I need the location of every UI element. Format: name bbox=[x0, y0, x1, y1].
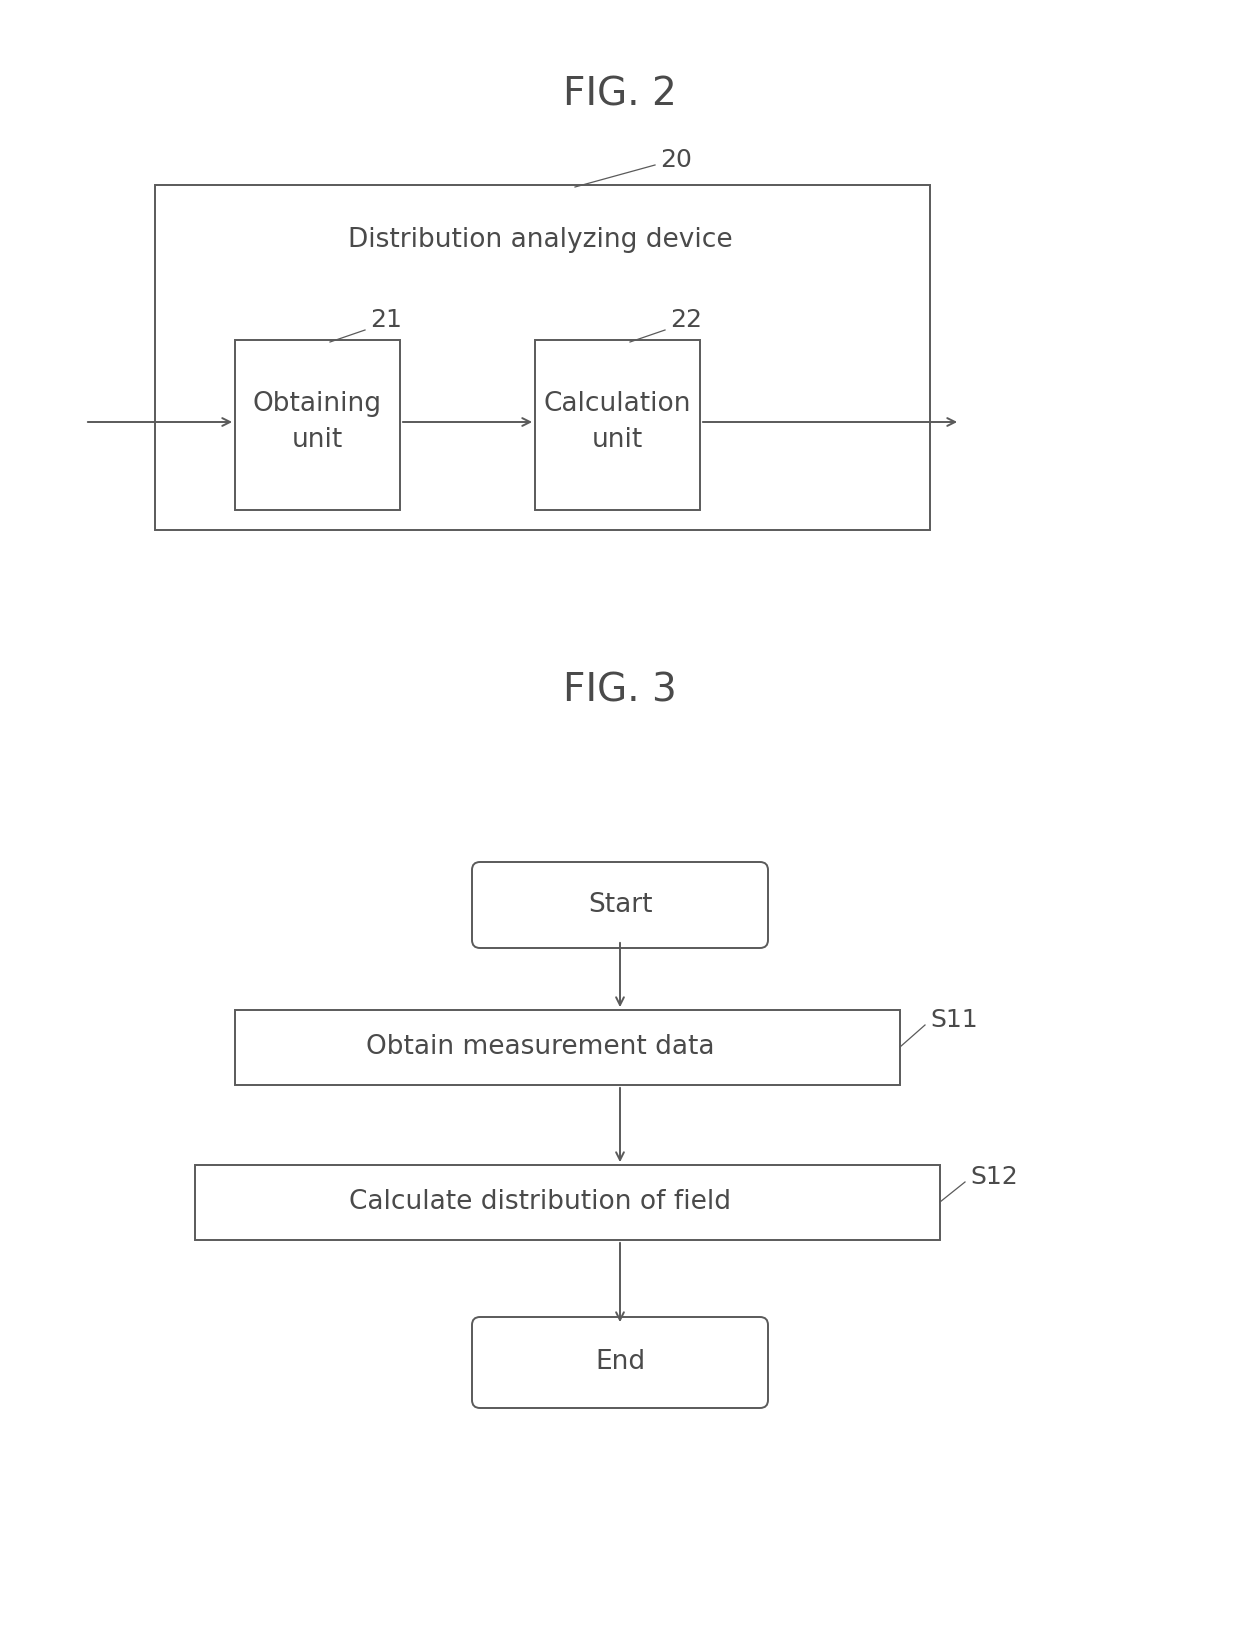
Text: S12: S12 bbox=[970, 1165, 1018, 1189]
Text: 22: 22 bbox=[670, 307, 702, 332]
Text: 21: 21 bbox=[370, 307, 402, 332]
Text: End: End bbox=[595, 1350, 645, 1374]
Text: FIG. 3: FIG. 3 bbox=[563, 671, 677, 709]
FancyBboxPatch shape bbox=[534, 340, 701, 510]
FancyBboxPatch shape bbox=[236, 1009, 900, 1085]
Text: Calculation
unit: Calculation unit bbox=[543, 392, 691, 453]
Text: Obtain measurement data: Obtain measurement data bbox=[366, 1034, 714, 1061]
Text: Calculate distribution of field: Calculate distribution of field bbox=[348, 1189, 732, 1214]
Text: S11: S11 bbox=[930, 1008, 977, 1032]
FancyBboxPatch shape bbox=[236, 340, 401, 510]
FancyBboxPatch shape bbox=[195, 1165, 940, 1241]
Text: Obtaining
unit: Obtaining unit bbox=[253, 392, 382, 453]
FancyBboxPatch shape bbox=[472, 1317, 768, 1408]
Text: Start: Start bbox=[588, 892, 652, 919]
FancyBboxPatch shape bbox=[155, 185, 930, 530]
Text: Distribution analyzing device: Distribution analyzing device bbox=[347, 226, 733, 253]
FancyBboxPatch shape bbox=[472, 862, 768, 948]
Text: 20: 20 bbox=[660, 149, 692, 172]
Text: FIG. 2: FIG. 2 bbox=[563, 76, 677, 114]
